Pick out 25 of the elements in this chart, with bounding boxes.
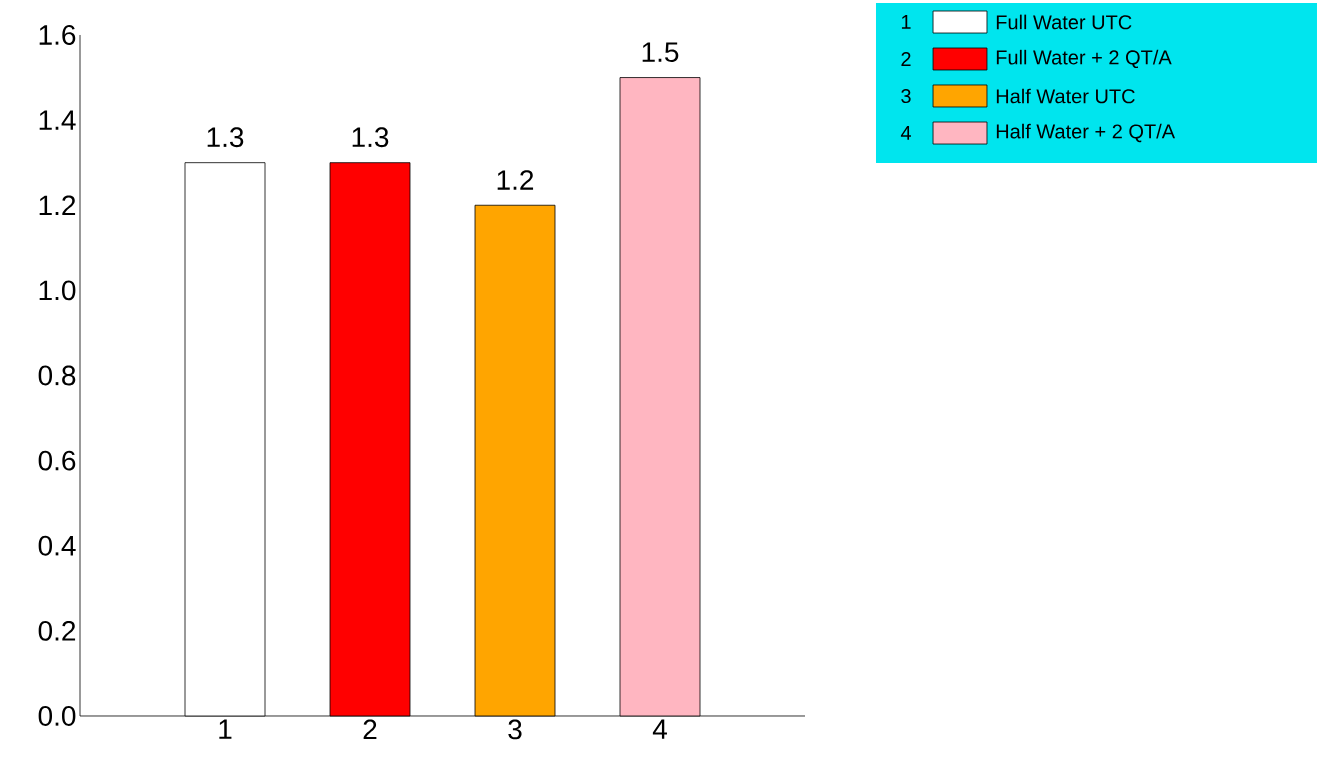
x-tick-label: 4 bbox=[652, 719, 667, 739]
data-label: 1.5 bbox=[642, 42, 679, 63]
data-label: 1.2 bbox=[497, 170, 534, 190]
y-tick-label: 0.4 bbox=[38, 535, 76, 556]
legend-label: Half Water UTC bbox=[996, 88, 1135, 104]
data-label: 1.3 bbox=[352, 127, 389, 148]
category-label: 4 bbox=[900, 126, 911, 140]
y-tick-label: 0.8 bbox=[38, 365, 76, 386]
y-tick-label: 1.4 bbox=[39, 110, 76, 130]
category-label: 1 bbox=[901, 15, 911, 29]
x-tick-label: 1 bbox=[219, 719, 232, 739]
y-tick-label: 0.2 bbox=[38, 620, 76, 641]
legend-label: Full Water + 2 QT/A bbox=[996, 49, 1172, 69]
y-tick-label: 0.6 bbox=[38, 450, 76, 471]
x-tick-label: 3 bbox=[508, 719, 522, 740]
legend-label: Half Water + 2 QT/A bbox=[996, 123, 1176, 143]
x-tick-label: 2 bbox=[363, 719, 377, 740]
y-tick-label: 1.0 bbox=[39, 280, 76, 301]
y-tick-label: 1.6 bbox=[39, 25, 76, 45]
y-tick-label: 1.2 bbox=[39, 195, 76, 216]
category-label: 3 bbox=[901, 88, 911, 104]
data-label: 1.3 bbox=[207, 127, 244, 148]
y-tick-label: 0.0 bbox=[38, 706, 76, 726]
category-label: 2 bbox=[901, 51, 911, 66]
legend-label: Full Water UTC bbox=[996, 14, 1132, 30]
